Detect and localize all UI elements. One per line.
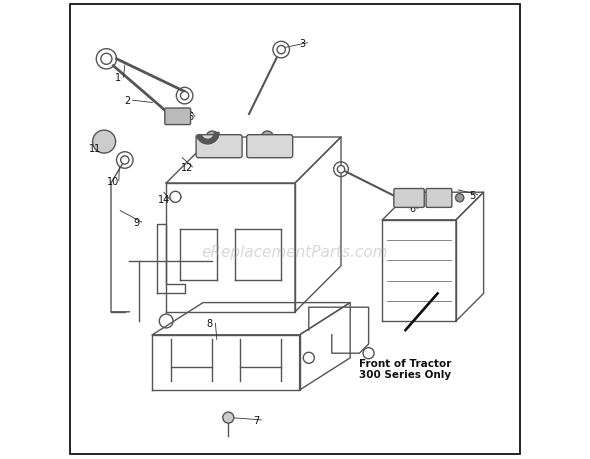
FancyBboxPatch shape xyxy=(426,189,452,208)
Circle shape xyxy=(121,157,129,165)
Text: 15: 15 xyxy=(183,112,195,122)
Text: 7: 7 xyxy=(253,415,259,425)
Circle shape xyxy=(337,166,345,174)
FancyBboxPatch shape xyxy=(165,109,191,125)
Text: 12: 12 xyxy=(181,162,193,173)
Text: 3: 3 xyxy=(299,39,305,49)
FancyBboxPatch shape xyxy=(394,189,424,208)
Circle shape xyxy=(181,92,189,101)
Text: 5: 5 xyxy=(469,190,475,200)
Circle shape xyxy=(170,192,181,203)
Circle shape xyxy=(261,132,273,144)
FancyBboxPatch shape xyxy=(196,135,242,158)
Text: 11: 11 xyxy=(88,144,101,154)
Wedge shape xyxy=(197,133,219,145)
Text: 2: 2 xyxy=(124,96,130,106)
Text: 9: 9 xyxy=(133,218,139,228)
Text: 8: 8 xyxy=(207,319,213,329)
Circle shape xyxy=(206,132,218,144)
Text: 14: 14 xyxy=(158,195,170,205)
Circle shape xyxy=(101,54,112,65)
FancyBboxPatch shape xyxy=(247,135,293,158)
Text: 6: 6 xyxy=(409,204,415,214)
Text: Front of Tractor
300 Series Only: Front of Tractor 300 Series Only xyxy=(359,358,451,380)
Text: eReplacementParts.com: eReplacementParts.com xyxy=(202,245,388,260)
Circle shape xyxy=(277,46,286,55)
Text: 10: 10 xyxy=(107,176,119,186)
Text: 1: 1 xyxy=(115,73,121,83)
Circle shape xyxy=(455,194,464,202)
Circle shape xyxy=(223,412,234,423)
Circle shape xyxy=(93,131,116,154)
